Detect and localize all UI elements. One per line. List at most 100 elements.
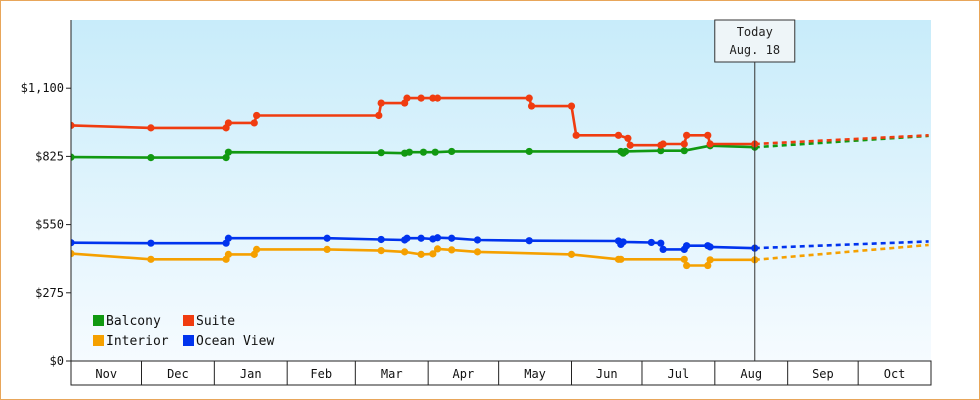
data-point xyxy=(626,141,634,149)
y-tick-label: $1,100 xyxy=(21,81,64,95)
data-point xyxy=(659,140,667,148)
today-box xyxy=(714,19,796,63)
data-point xyxy=(224,250,233,258)
data-point xyxy=(377,149,385,157)
today-date-label: Aug. 18 xyxy=(729,43,780,57)
x-tick-label: Sep xyxy=(812,367,834,381)
x-tick-label: Mar xyxy=(381,367,403,381)
x-tick-label: Jan xyxy=(240,367,262,381)
legend-swatch xyxy=(93,335,104,346)
x-tick-label: Jul xyxy=(668,367,690,381)
data-point xyxy=(567,250,576,258)
legend-swatch xyxy=(183,315,194,326)
data-point xyxy=(403,234,411,242)
data-point xyxy=(222,154,230,162)
data-point xyxy=(323,234,331,242)
data-point xyxy=(147,255,155,263)
projection-line xyxy=(754,240,929,250)
data-point xyxy=(377,99,385,107)
data-point xyxy=(617,255,625,263)
data-point xyxy=(429,250,437,258)
legend-label: Interior xyxy=(106,334,169,349)
data-point xyxy=(417,94,425,102)
x-tick-label: Apr xyxy=(453,367,475,381)
data-point xyxy=(71,153,75,161)
data-point xyxy=(375,111,383,120)
data-point xyxy=(253,111,261,120)
y-tick-label: $550 xyxy=(35,218,64,232)
data-point xyxy=(680,255,688,263)
data-point xyxy=(417,234,425,242)
legend-swatch xyxy=(93,315,104,326)
data-point xyxy=(659,245,667,253)
data-point xyxy=(250,119,258,127)
data-point xyxy=(525,147,533,156)
data-point xyxy=(683,131,691,139)
plot-background xyxy=(71,20,931,361)
data-point xyxy=(433,94,442,102)
data-point xyxy=(253,245,261,253)
legend-label: Ocean View xyxy=(196,334,274,349)
data-point xyxy=(525,237,533,245)
data-point xyxy=(657,147,665,155)
data-point xyxy=(403,94,411,102)
x-tick-label: Feb xyxy=(310,367,332,381)
data-point xyxy=(657,239,665,247)
data-point xyxy=(614,131,623,139)
data-point xyxy=(71,121,75,129)
data-point xyxy=(377,235,385,244)
data-point xyxy=(71,250,75,258)
data-point xyxy=(704,261,712,270)
x-tick-label: Aug xyxy=(740,367,762,381)
data-point xyxy=(224,119,233,127)
x-axis-band xyxy=(70,360,932,386)
y-tick-label: $0 xyxy=(50,354,64,368)
x-tick-label: Jun xyxy=(596,367,618,381)
data-point xyxy=(405,148,413,156)
legend-label: Suite xyxy=(196,314,235,329)
data-point xyxy=(619,238,627,246)
data-point xyxy=(323,245,331,253)
data-point xyxy=(71,239,75,247)
today-marker: Today Aug. 18 xyxy=(714,19,796,361)
data-point xyxy=(431,148,439,156)
data-point xyxy=(224,148,233,156)
data-point xyxy=(377,247,385,255)
data-point xyxy=(706,140,714,148)
data-point xyxy=(448,147,456,156)
data-point xyxy=(433,245,442,253)
data-point xyxy=(621,147,630,156)
data-point xyxy=(567,102,576,110)
legend: Balcony Suite Interior Ocean View xyxy=(93,314,274,349)
data-point xyxy=(224,234,233,242)
projection-line xyxy=(754,243,929,262)
data-point xyxy=(473,248,482,256)
data-point xyxy=(704,131,712,139)
y-tick-label: $275 xyxy=(35,286,64,300)
x-tick-label: Oct xyxy=(884,367,906,381)
today-label: Today xyxy=(737,25,773,39)
data-point xyxy=(147,124,155,132)
data-point xyxy=(433,234,442,242)
data-point xyxy=(419,148,428,156)
data-point xyxy=(417,250,425,258)
data-point xyxy=(401,248,409,256)
x-tick-label: Dec xyxy=(167,367,189,381)
data-point xyxy=(525,94,533,102)
data-point xyxy=(680,140,688,148)
data-point xyxy=(647,238,655,247)
data-point xyxy=(624,134,632,142)
data-point xyxy=(706,256,714,264)
data-point xyxy=(680,147,688,155)
data-point xyxy=(683,242,691,250)
x-tick-label: Nov xyxy=(95,367,117,381)
projection-line xyxy=(754,134,929,146)
data-point xyxy=(683,261,691,270)
data-point xyxy=(706,243,714,251)
y-tick-label: $825 xyxy=(35,149,64,163)
data-point xyxy=(147,239,155,247)
x-tick-label: May xyxy=(524,367,546,381)
data-point xyxy=(572,131,580,139)
data-point xyxy=(448,234,456,242)
